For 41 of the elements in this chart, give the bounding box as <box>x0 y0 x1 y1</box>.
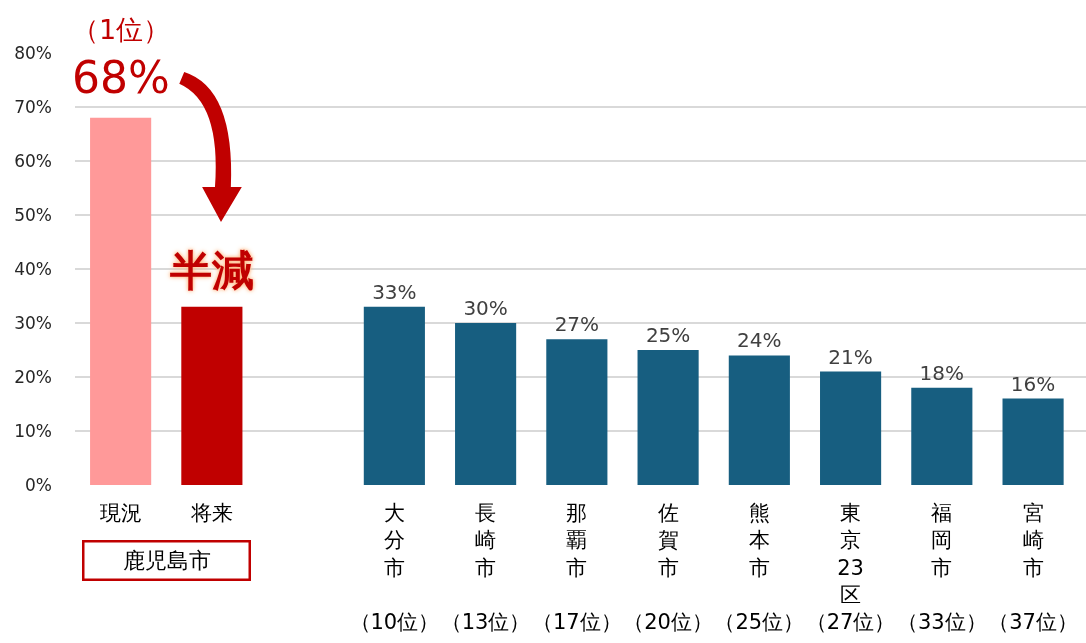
data-label: 30% <box>463 296 508 320</box>
category-label: 那覇市（17位） <box>531 501 622 635</box>
bar <box>728 355 790 485</box>
y-tick-label: 80% <box>14 42 52 63</box>
bar <box>455 323 517 485</box>
y-tick-label: 10% <box>14 420 52 441</box>
data-label: 21% <box>828 344 873 369</box>
category-label: 福岡市（33位） <box>896 501 987 635</box>
category-label: 長崎市（13位） <box>440 501 531 635</box>
bar <box>911 387 973 485</box>
text: 鹿児島市 <box>122 548 211 573</box>
bar <box>637 350 699 485</box>
y-tick-label: 20% <box>14 366 52 387</box>
category-label: 宮崎市（37位） <box>988 501 1078 635</box>
bar <box>546 339 608 485</box>
x-tick-label: 将来 <box>189 501 233 525</box>
y-tick-label: 70% <box>14 96 52 117</box>
bar <box>363 306 425 485</box>
annotation: 半減 <box>169 246 254 295</box>
y-tick-label: 60% <box>14 150 52 171</box>
data-label: 24% <box>737 328 782 353</box>
annotation: （1位） <box>72 14 171 45</box>
y-tick-label: 40% <box>14 258 52 279</box>
category-label: 佐賀市（20位） <box>623 501 713 635</box>
data-label: 33% <box>372 279 417 304</box>
data-label: 27% <box>554 312 600 337</box>
annotation: 68% <box>72 52 170 103</box>
y-tick-label: 50% <box>14 204 52 225</box>
y-tick-label: 30% <box>14 312 52 333</box>
data-label: 18% <box>919 360 965 385</box>
y-tick-label: 0% <box>25 474 52 495</box>
bar <box>90 117 152 485</box>
data-label: 25% <box>645 323 691 347</box>
category-label: 大分市（10位） <box>349 501 440 635</box>
bar <box>1002 398 1064 485</box>
data-label: 16% <box>1010 371 1056 396</box>
x-tick-label: 現況 <box>99 501 142 525</box>
x-tick-label: 東京23区（27位） <box>805 501 896 635</box>
bar <box>820 371 882 485</box>
category-label: 熊本市（25位） <box>714 501 805 635</box>
bar <box>181 306 243 485</box>
